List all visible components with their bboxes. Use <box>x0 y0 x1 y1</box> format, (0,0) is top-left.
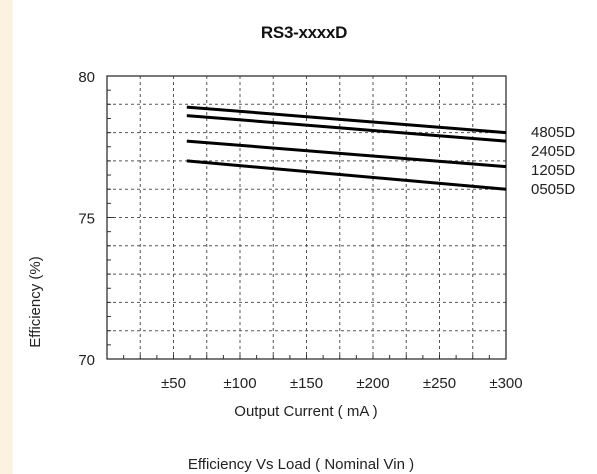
series-lines <box>186 105 507 191</box>
x-axis-label: Output Current ( mA ) <box>234 403 377 420</box>
y-tick-label: 70 <box>78 352 95 369</box>
x-tick-label: ±250 <box>423 375 456 392</box>
series-line-4805D <box>186 105 507 135</box>
legend: 4805D 2405D 1205D 0505D <box>531 124 575 198</box>
x-tick-label: ±50 <box>161 375 186 392</box>
y-axis-label: Efficiency (%) <box>27 256 44 347</box>
y-tick-label: 80 <box>78 69 95 86</box>
chart-caption: Efficiency Vs Load ( Nominal Vin ) <box>188 456 414 473</box>
x-tick-labels: ±50 ±100 ±150 ±200 ±250 ±300 <box>161 375 523 392</box>
chart-title: RS3-xxxxD <box>261 23 347 42</box>
y-tick-labels: 70 75 80 <box>78 69 95 369</box>
legend-entry-1205D: 1205D <box>531 162 575 179</box>
grid <box>107 76 506 359</box>
legend-entry-4805D: 4805D <box>531 124 575 141</box>
series-line-1205D <box>186 139 507 169</box>
x-tick-label: ±200 <box>356 375 389 392</box>
plot-frame <box>106 75 507 360</box>
x-tick-label: ±300 <box>489 375 522 392</box>
y-tick-label: 75 <box>78 211 95 228</box>
series-line-0505D <box>186 159 507 191</box>
x-tick-label: ±150 <box>290 375 323 392</box>
x-tick-label: ±100 <box>223 375 256 392</box>
series-line-2405D <box>186 114 507 143</box>
legend-entry-2405D: 2405D <box>531 143 575 160</box>
legend-entry-0505D: 0505D <box>531 181 575 198</box>
